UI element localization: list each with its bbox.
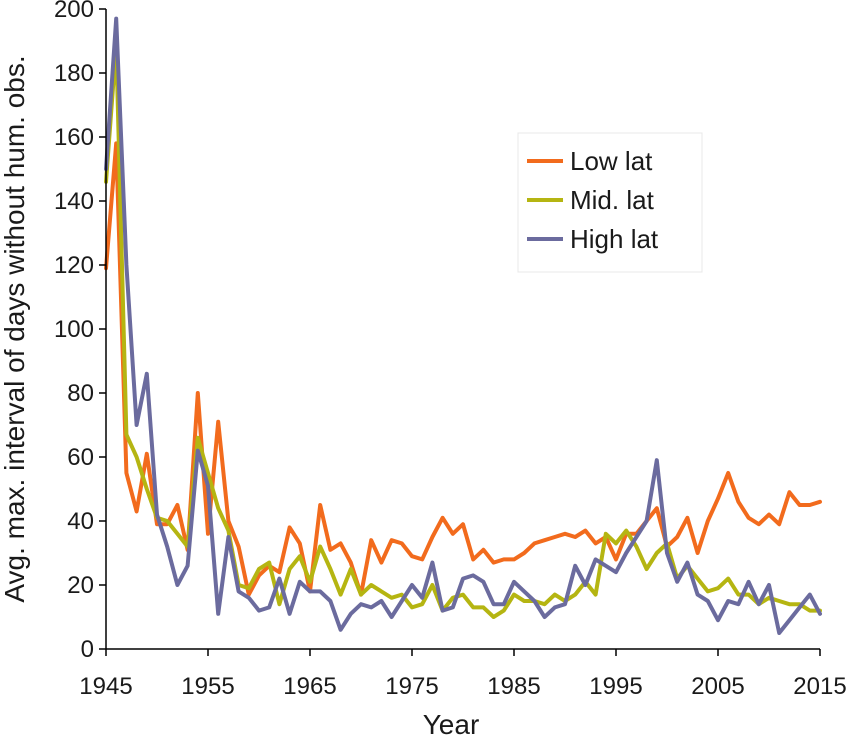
x-tick-label: 1975 bbox=[385, 673, 438, 700]
x-tick-label: 2015 bbox=[793, 673, 846, 700]
series-line-mid-lat bbox=[104, 42, 822, 619]
x-tick-label: 1945 bbox=[79, 673, 132, 700]
x-tick-label: 1955 bbox=[181, 673, 234, 700]
plot-series-group bbox=[104, 16, 822, 635]
legend-label-low-lat: Low lat bbox=[570, 146, 653, 176]
y-tick-label: 180 bbox=[54, 60, 94, 87]
y-tick-label: 60 bbox=[67, 444, 94, 471]
x-tick-label: 1995 bbox=[589, 673, 642, 700]
legend-label-mid-lat: Mid. lat bbox=[570, 185, 655, 215]
legend-label-high-lat: High lat bbox=[570, 224, 659, 254]
y-tick-label: 20 bbox=[67, 572, 94, 599]
y-tick-label: 160 bbox=[54, 124, 94, 151]
x-tick-label: 2005 bbox=[691, 673, 744, 700]
x-tick-label: 1985 bbox=[487, 673, 540, 700]
x-axis-title: Year bbox=[423, 709, 480, 739]
y-tick-label: 140 bbox=[54, 188, 94, 215]
y-tick-label: 40 bbox=[67, 508, 94, 535]
legend-box bbox=[517, 132, 703, 273]
axes-group: 0 20 40 60 80 100 120 140 160 180 200 1945 1955 1965 1… bbox=[54, 0, 847, 700]
y-tick-label: 100 bbox=[54, 316, 94, 343]
series-line-low-lat bbox=[104, 141, 822, 597]
y-tick-label: 80 bbox=[67, 380, 94, 407]
y-tick-label: 200 bbox=[54, 0, 94, 23]
x-tick-label: 1965 bbox=[283, 673, 336, 700]
series-line-high-lat bbox=[104, 16, 822, 635]
y-axis-title: Avg. max. interval of days without hum. … bbox=[0, 55, 30, 602]
y-tick-label: 0 bbox=[81, 636, 94, 663]
y-tick-label: 120 bbox=[54, 252, 94, 279]
legend: Low lat Mid. lat High lat bbox=[517, 132, 703, 273]
